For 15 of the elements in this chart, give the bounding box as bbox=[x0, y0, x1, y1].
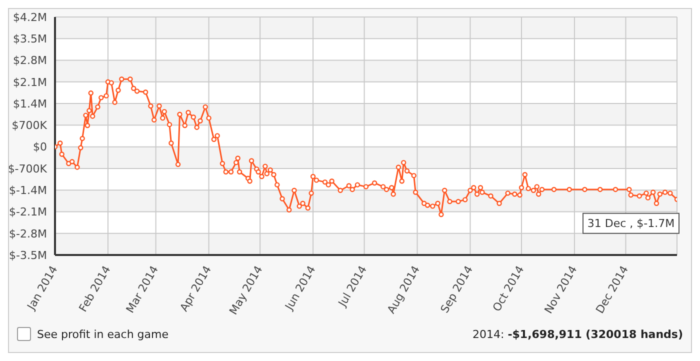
text: 2014: -$1,698,911 (320018 hands) bbox=[472, 328, 683, 341]
y-tick-label: $4.2M bbox=[13, 10, 47, 24]
y-tick-label: $3.5M bbox=[13, 32, 47, 46]
y-tick-label: $0 bbox=[33, 140, 47, 154]
y-tick-label: $-2.8M bbox=[9, 227, 47, 240]
y-tick-label: $1.4M bbox=[13, 97, 47, 110]
y-tick-label: $-3.5M bbox=[9, 248, 47, 262]
y-tick-label: $-700K bbox=[8, 162, 48, 176]
y-tick-label: $-2.1M bbox=[9, 206, 47, 219]
y-tick-label: $-1.4M bbox=[9, 184, 47, 197]
annotation: 31 Dec , $-1.7M bbox=[587, 216, 675, 230]
text: See profit in each game bbox=[37, 328, 169, 340]
y-tick-label: $2.1M bbox=[13, 76, 47, 89]
y-tick-label: $2.8M bbox=[13, 54, 47, 68]
y-tick-label: $700K bbox=[12, 119, 48, 132]
